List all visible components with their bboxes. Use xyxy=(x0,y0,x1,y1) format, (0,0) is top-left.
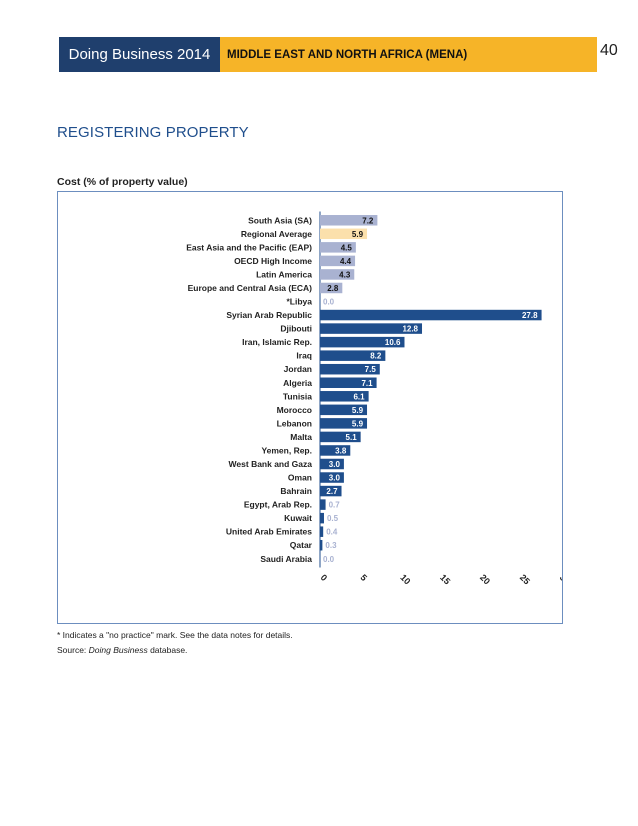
value-label: 2.8 xyxy=(327,284,339,293)
category-label: Iraq xyxy=(296,351,312,361)
category-label: Tunisia xyxy=(283,391,312,401)
category-label: Djibouti xyxy=(280,324,312,334)
source-suffix: database. xyxy=(147,645,188,655)
x-tick-label: 25 xyxy=(518,572,532,586)
footnote-no-practice: * Indicates a "no practice" mark. See th… xyxy=(57,630,293,640)
bar xyxy=(320,404,368,416)
category-label: Bahrain xyxy=(280,486,312,496)
category-label: Kuwait xyxy=(284,513,312,523)
value-label: 8.2 xyxy=(370,352,382,361)
category-label: West Bank and Gaza xyxy=(229,459,313,469)
category-label: South Asia (SA) xyxy=(248,215,312,225)
category-label: Regional Average xyxy=(241,229,312,239)
value-label: 0.7 xyxy=(329,501,341,510)
bar xyxy=(320,377,377,388)
value-label: 4.3 xyxy=(339,270,351,279)
bar xyxy=(320,431,361,443)
value-label: 4.4 xyxy=(340,257,352,266)
header-doc-title: Doing Business 2014 xyxy=(59,37,220,72)
category-label: *Libya xyxy=(286,297,312,307)
value-label: 5.1 xyxy=(346,433,358,442)
value-label: 12.8 xyxy=(402,325,418,334)
section-title: REGISTERING PROPERTY xyxy=(57,124,249,141)
bar xyxy=(320,472,344,483)
value-label: 27.8 xyxy=(522,311,538,320)
bar xyxy=(320,363,380,375)
value-label: 6.1 xyxy=(353,392,365,401)
value-label: 3.8 xyxy=(335,446,347,455)
value-label: 5.9 xyxy=(352,419,364,428)
bar xyxy=(320,228,368,240)
bar xyxy=(320,255,356,267)
chart-frame: South Asia (SA) 7.2 Regional Average 5.9 Eas… xyxy=(57,191,563,624)
category-label: OECD High Income xyxy=(234,256,312,266)
category-label: Saudi Arabia xyxy=(260,554,312,564)
value-label: 5.9 xyxy=(352,406,364,415)
x-tick-label: 30 xyxy=(558,572,562,586)
footnote-source: Source: Doing Business database. xyxy=(57,645,187,655)
category-label: Egypt, Arab Rep. xyxy=(244,500,312,510)
x-tick-label: 20 xyxy=(478,572,492,586)
bar xyxy=(320,485,342,497)
x-tick-label: 5 xyxy=(358,572,369,583)
bar xyxy=(320,309,542,321)
value-label: 0.0 xyxy=(323,555,335,564)
bar xyxy=(320,526,324,537)
category-label: Iran, Islamic Rep. xyxy=(242,337,312,347)
header-region-title: MIDDLE EAST AND NORTH AFRICA (MENA) xyxy=(220,37,597,72)
value-label: 3.0 xyxy=(329,460,341,469)
bar xyxy=(320,499,326,510)
bar xyxy=(320,215,378,226)
bar xyxy=(320,242,356,253)
bar xyxy=(320,445,351,456)
bar xyxy=(320,418,368,429)
category-label: Malta xyxy=(290,432,312,442)
x-tick-label: 15 xyxy=(438,572,452,586)
category-label: Latin America xyxy=(256,269,312,279)
category-label: Oman xyxy=(288,473,312,483)
category-label: Qatar xyxy=(290,540,313,550)
value-label: 0.4 xyxy=(326,528,338,537)
value-label: 10.6 xyxy=(385,338,401,347)
source-prefix: Source: xyxy=(57,645,89,655)
value-label: 4.5 xyxy=(341,243,353,252)
category-label: Jordan xyxy=(284,364,312,374)
bar xyxy=(320,391,369,402)
source-italic: Doing Business xyxy=(88,645,148,655)
value-label: 7.2 xyxy=(362,216,374,225)
value-label: 2.7 xyxy=(326,487,338,496)
category-label: Algeria xyxy=(283,378,312,388)
value-label: 0.0 xyxy=(323,298,335,307)
bar xyxy=(320,512,324,524)
bar xyxy=(320,269,355,280)
x-tick-label: 10 xyxy=(398,572,412,586)
category-label: East Asia and the Pacific (EAP) xyxy=(186,242,312,252)
bar xyxy=(320,323,423,334)
value-label: 7.5 xyxy=(365,365,377,374)
chart-caption: Cost (% of property value) xyxy=(57,176,188,188)
value-label: 0.3 xyxy=(325,541,337,550)
x-tick-label: 0 xyxy=(319,572,330,583)
category-label: Syrian Arab Republic xyxy=(226,310,312,320)
bar xyxy=(320,282,343,294)
cost-bar-chart: South Asia (SA) 7.2 Regional Average 5.9 Eas… xyxy=(186,211,562,586)
value-label: 0.5 xyxy=(327,514,339,523)
bar xyxy=(320,350,386,361)
value-label: 5.9 xyxy=(352,230,364,239)
category-label: Europe and Central Asia (ECA) xyxy=(188,283,313,293)
bar xyxy=(320,336,405,348)
value-label: 3.0 xyxy=(329,474,341,483)
category-label: Yemen, Rep. xyxy=(261,445,312,455)
bar xyxy=(320,458,344,470)
value-label: 7.1 xyxy=(361,379,373,388)
category-label: United Arab Emirates xyxy=(226,527,312,537)
category-label: Lebanon xyxy=(277,418,312,428)
page-number: 40 xyxy=(600,42,618,59)
bar xyxy=(320,539,323,551)
category-label: Morocco xyxy=(277,405,312,415)
